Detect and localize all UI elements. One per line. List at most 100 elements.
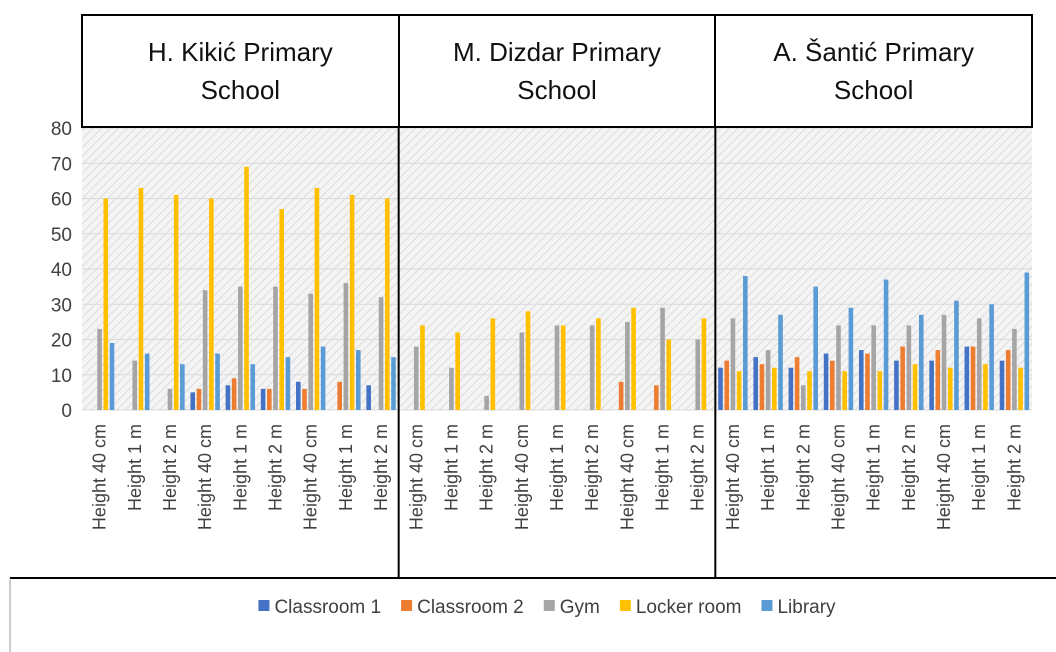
bar — [596, 318, 601, 410]
bar — [190, 392, 196, 410]
bar — [929, 360, 934, 410]
x-tick-label: Height 2 m — [1004, 424, 1024, 511]
bar — [871, 325, 876, 410]
bar — [554, 325, 560, 410]
legend-swatch — [761, 600, 773, 611]
y-tick-label: 0 — [61, 401, 72, 422]
x-tick-label: Height 40 cm — [406, 424, 426, 530]
bar — [103, 198, 109, 410]
x-tick-label: Height 2 m — [371, 424, 391, 511]
bar — [285, 357, 291, 410]
bar — [823, 353, 829, 410]
legend-swatch — [258, 600, 270, 611]
x-tick-label: Height 40 cm — [828, 424, 848, 530]
bar — [413, 346, 419, 410]
y-tick-label: 30 — [51, 295, 72, 316]
bar — [97, 328, 102, 410]
group-header: A. Šantić Primary School — [714, 14, 1033, 128]
bar — [273, 286, 278, 410]
x-tick-label: Height 1 m — [864, 424, 884, 511]
x-tick-label: Height 2 m — [477, 424, 497, 511]
bar — [970, 346, 976, 410]
legend-swatch — [619, 600, 631, 611]
legend-label: Library — [777, 597, 836, 618]
y-tick-label: 20 — [51, 331, 72, 352]
bar — [842, 371, 847, 410]
bar — [167, 388, 173, 410]
bar — [196, 388, 202, 410]
bar — [560, 325, 566, 410]
bar — [660, 307, 665, 410]
bar — [666, 339, 672, 410]
bar — [384, 198, 390, 410]
bar — [724, 360, 730, 410]
bar — [618, 381, 624, 410]
bar — [976, 318, 982, 410]
bar — [701, 318, 707, 410]
y-tick-label: 60 — [51, 190, 72, 211]
y-tick-label: 70 — [51, 154, 72, 175]
bar — [231, 378, 237, 410]
bar — [260, 388, 266, 410]
bar — [391, 357, 396, 410]
bar — [718, 367, 723, 410]
y-tick-label: 10 — [51, 366, 72, 387]
x-tick-label: Height 2 m — [582, 424, 602, 511]
x-tick-label: Height 40 cm — [617, 424, 637, 530]
bar — [941, 314, 947, 410]
x-tick-label: Height 1 m — [758, 424, 778, 511]
group-header: M. Dizdar Primary School — [397, 14, 717, 128]
bar — [320, 346, 326, 410]
bar — [900, 346, 905, 410]
y-tick-label: 40 — [51, 260, 72, 281]
bar — [144, 353, 150, 410]
bar — [244, 166, 249, 410]
bar — [654, 385, 659, 410]
bar — [589, 325, 595, 410]
bar — [519, 332, 525, 410]
x-tick-label: Height 2 m — [160, 424, 180, 511]
bar — [772, 367, 777, 410]
bar — [209, 198, 214, 410]
bar — [883, 279, 889, 410]
legend-label: Classroom 2 — [417, 597, 524, 618]
bar — [999, 360, 1005, 410]
bar — [279, 209, 285, 410]
bar — [378, 297, 384, 410]
bar — [366, 385, 371, 410]
x-tick-label: Height 1 m — [547, 424, 567, 511]
bar — [877, 371, 883, 410]
bar — [848, 307, 854, 410]
x-tick-label: Height 40 cm — [90, 424, 110, 530]
bar — [865, 353, 870, 410]
group-header: H. Kikić Primary School — [81, 14, 400, 128]
bar — [954, 300, 959, 410]
x-tick-label: Height 40 cm — [723, 424, 743, 530]
x-tick-label: Height 2 m — [899, 424, 919, 511]
bar — [1024, 272, 1030, 410]
bar — [935, 350, 941, 410]
bar — [225, 385, 231, 410]
bar — [858, 350, 864, 410]
bar — [449, 367, 454, 410]
bar — [455, 332, 460, 410]
bar — [173, 194, 179, 410]
x-tick-label: Height 1 m — [125, 424, 145, 511]
y-tick-label: 50 — [51, 225, 72, 246]
bar — [296, 381, 301, 410]
bar — [1018, 367, 1023, 410]
bar — [349, 194, 355, 410]
bar — [836, 325, 841, 410]
bar — [355, 350, 361, 410]
legend-label: Classroom 1 — [274, 597, 381, 618]
bar — [525, 311, 531, 410]
bar — [807, 371, 812, 410]
bar — [743, 276, 748, 410]
bar — [912, 364, 918, 410]
bar — [829, 360, 835, 410]
bar — [778, 314, 783, 410]
bar — [983, 364, 988, 410]
legend-swatch — [401, 600, 413, 611]
legend-label: Locker room — [636, 597, 742, 618]
